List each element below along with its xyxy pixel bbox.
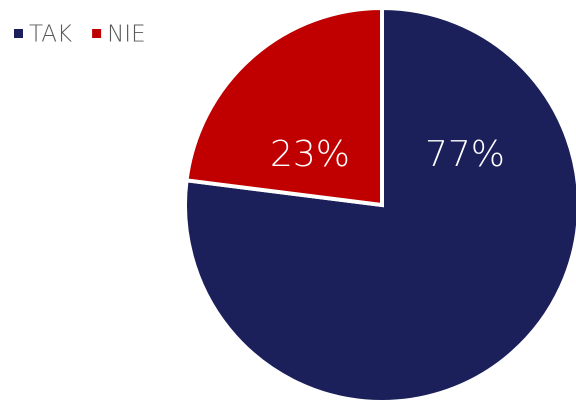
legend-swatch [14, 29, 23, 38]
value-label: 23% [270, 134, 350, 175]
value-label: 77% [425, 134, 505, 175]
pie-slice [183, 5, 576, 401]
legend-text: TAK [29, 22, 72, 48]
legend-text: NIE [107, 22, 146, 48]
legend-swatch [92, 29, 102, 38]
pie-slice [184, 5, 384, 208]
